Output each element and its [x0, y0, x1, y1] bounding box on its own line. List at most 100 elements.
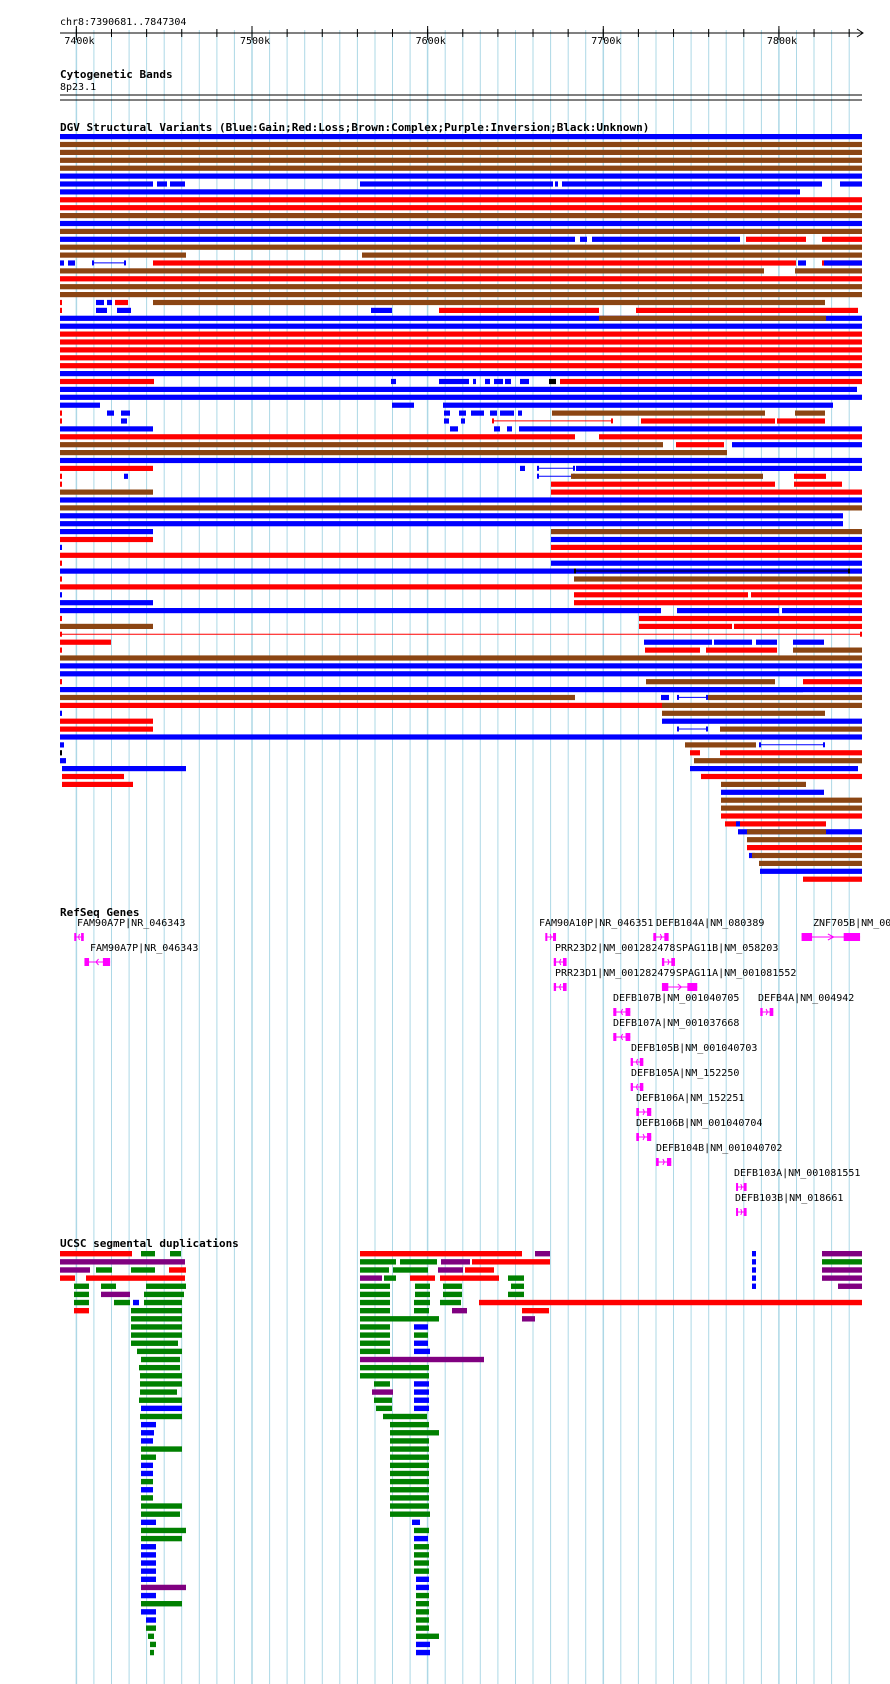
variant-bar[interactable]	[60, 149, 862, 155]
segdup-bar[interactable]	[390, 1503, 429, 1509]
variant-bar[interactable]	[60, 600, 153, 606]
gene-exon[interactable]	[687, 983, 698, 991]
variant-bar[interactable]	[471, 410, 484, 416]
gene-exon[interactable]	[636, 1108, 639, 1116]
gene-exon[interactable]	[639, 1058, 644, 1066]
variant-bar[interactable]	[60, 378, 154, 385]
segdup-bar[interactable]	[400, 1259, 437, 1265]
dgv-variants-track[interactable]	[60, 134, 862, 882]
segdup-bar[interactable]	[390, 1470, 429, 1477]
segdup-bar[interactable]	[131, 1267, 155, 1273]
variant-bar[interactable]	[580, 236, 587, 242]
segdup-bar[interactable]	[141, 1430, 154, 1436]
variant-bar[interactable]	[60, 623, 153, 629]
gene-exon[interactable]	[553, 958, 557, 966]
variant-bar[interactable]	[60, 173, 862, 179]
segdup-bar[interactable]	[390, 1495, 429, 1501]
variant-bar[interactable]	[60, 426, 153, 432]
segdup-bar[interactable]	[752, 1283, 756, 1289]
segdup-bar[interactable]	[141, 1609, 156, 1615]
segdup-bar[interactable]	[522, 1307, 549, 1314]
variant-bar[interactable]	[60, 608, 661, 614]
segdup-bar[interactable]	[86, 1275, 185, 1281]
segdup-bar[interactable]	[443, 1283, 462, 1289]
variant-bar[interactable]	[494, 426, 500, 432]
variant-bar[interactable]	[701, 773, 862, 780]
segdup-bar[interactable]	[141, 1552, 156, 1558]
segdup-bar[interactable]	[60, 1267, 90, 1273]
segdup-bar[interactable]	[511, 1283, 524, 1289]
segdup-bar[interactable]	[752, 1251, 756, 1257]
variant-bar[interactable]	[170, 181, 185, 187]
variant-bar[interactable]	[708, 694, 862, 701]
variant-bar[interactable]	[60, 734, 862, 740]
gene-exon[interactable]	[666, 1158, 672, 1166]
gene-exon[interactable]	[801, 933, 813, 941]
variant-bar[interactable]	[68, 260, 75, 266]
segdup-bar[interactable]	[383, 1413, 427, 1420]
segdup-bar[interactable]	[416, 1625, 429, 1631]
segdup-bar[interactable]	[414, 1307, 429, 1314]
variant-bar[interactable]	[520, 378, 529, 385]
variant-bar[interactable]	[60, 647, 62, 653]
variant-bar[interactable]	[599, 315, 826, 321]
segdup-bar[interactable]	[360, 1324, 390, 1330]
segdup-bar[interactable]	[440, 1299, 461, 1306]
variant-bar[interactable]	[60, 489, 153, 495]
gene-exon[interactable]	[613, 1033, 617, 1041]
segdup-bar[interactable]	[140, 1389, 177, 1395]
variant-bar[interactable]	[720, 726, 862, 732]
variant-bar[interactable]	[60, 205, 862, 211]
variant-bar[interactable]	[107, 299, 112, 306]
variant-bar[interactable]	[551, 481, 775, 487]
variant-bar[interactable]	[60, 181, 153, 187]
segdup-bar[interactable]	[137, 1348, 182, 1355]
segdup-bar[interactable]	[822, 1251, 862, 1257]
variant-block[interactable]	[92, 260, 94, 266]
segdup-bar[interactable]	[169, 1267, 186, 1273]
variant-bar[interactable]	[777, 418, 825, 424]
gene-exon[interactable]	[655, 1158, 659, 1166]
segdup-bar[interactable]	[838, 1283, 862, 1289]
gene-exon[interactable]	[630, 1058, 633, 1066]
segdup-bar[interactable]	[141, 1251, 155, 1257]
variant-bar[interactable]	[115, 299, 128, 306]
segdup-bar[interactable]	[146, 1625, 156, 1631]
variant-bar[interactable]	[803, 876, 862, 882]
segdup-bar[interactable]	[60, 1259, 185, 1265]
segmental-duplications-track[interactable]	[60, 1251, 862, 1656]
variant-bar[interactable]	[60, 284, 862, 290]
variant-bar[interactable]	[592, 236, 740, 242]
variant-bar[interactable]	[505, 378, 511, 385]
variant-bar[interactable]	[60, 615, 62, 622]
segdup-bar[interactable]	[141, 1535, 182, 1542]
variant-bar[interactable]	[560, 378, 862, 385]
segdup-bar[interactable]	[360, 1267, 389, 1273]
segdup-bar[interactable]	[74, 1291, 89, 1298]
segdup-bar[interactable]	[141, 1503, 182, 1509]
segdup-bar[interactable]	[101, 1283, 116, 1289]
variant-bar[interactable]	[60, 323, 862, 329]
segdup-bar[interactable]	[146, 1617, 156, 1623]
segdup-bar[interactable]	[131, 1307, 182, 1314]
segdup-bar[interactable]	[414, 1568, 429, 1574]
variant-bar[interactable]	[117, 307, 131, 313]
segdup-bar[interactable]	[390, 1421, 429, 1428]
variant-bar[interactable]	[443, 402, 833, 408]
segdup-bar[interactable]	[131, 1316, 182, 1322]
segdup-bar[interactable]	[141, 1454, 156, 1460]
variant-bar[interactable]	[60, 386, 857, 392]
segdup-bar[interactable]	[141, 1462, 153, 1469]
variant-bar[interactable]	[60, 165, 862, 171]
variant-bar[interactable]	[60, 197, 862, 203]
segdup-bar[interactable]	[360, 1291, 390, 1298]
variant-bar[interactable]	[60, 513, 843, 519]
variant-bar[interactable]	[60, 252, 186, 258]
segdup-bar[interactable]	[101, 1291, 130, 1298]
variant-bar[interactable]	[551, 489, 862, 495]
variant-bar[interactable]	[646, 679, 775, 685]
variant-bar[interactable]	[747, 837, 862, 843]
segdup-bar[interactable]	[96, 1267, 112, 1273]
variant-block[interactable]	[537, 473, 539, 479]
variant-bar[interactable]	[60, 299, 62, 306]
